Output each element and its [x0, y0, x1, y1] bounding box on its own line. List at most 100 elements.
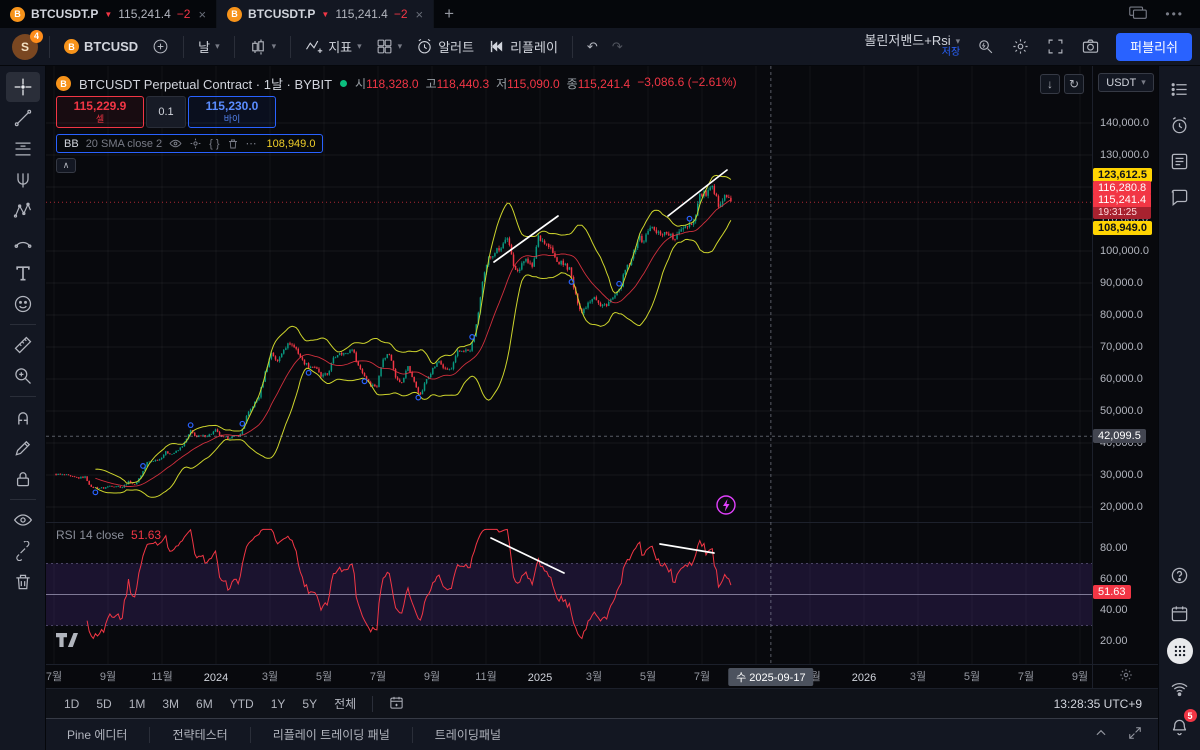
layout-menu-button[interactable]: 볼린저밴드+Rsi ▾ 저장 — [858, 34, 966, 58]
chart-legend[interactable]: B BTCUSDT Perpetual Contract · 1날 · BYBI… — [56, 74, 737, 93]
range-1d-button[interactable]: 1D — [64, 696, 80, 711]
replay-button[interactable]: 리플레이 — [481, 33, 565, 61]
publish-button[interactable]: 퍼블리쉬 — [1116, 32, 1192, 61]
range-3m-button[interactable]: 3M — [162, 696, 180, 711]
more-options-icon[interactable]: ⋯ — [245, 138, 257, 150]
buy-button[interactable]: 115,230.0 바이 — [188, 96, 276, 128]
toolbar-right: 볼린저밴드+Rsi ▾ 저장 퍼블리쉬 — [858, 32, 1192, 61]
undo-button[interactable]: ↶ — [586, 38, 598, 54]
tabbar-right-controls: ••• — [1129, 0, 1200, 28]
new-tab-button[interactable]: + — [444, 4, 455, 23]
chart-tab-2-active[interactable]: B BTCUSDT.P ▼ 115,241.4 −2 × — [217, 0, 435, 28]
multi-monitor-icon[interactable] — [1129, 5, 1148, 23]
pitchfork-tool-icon[interactable] — [6, 165, 40, 195]
range-5d-button[interactable]: 5D — [96, 696, 112, 711]
symbol-search-button[interactable]: B BTCUSD — [57, 33, 145, 61]
range-1m-button[interactable]: 1M — [128, 696, 146, 711]
rsi-indicator-legend[interactable]: RSI 14 close 51.63 — [56, 528, 162, 542]
alerts-clock-icon[interactable] — [1164, 110, 1196, 140]
range-6m-button[interactable]: 6M — [196, 696, 213, 711]
range-5y-button[interactable]: 5Y — [302, 696, 318, 711]
range-all-button[interactable]: 전체 — [334, 697, 357, 711]
xabcd-pattern-tool-icon[interactable] — [6, 196, 40, 226]
arc-brush-tool-icon[interactable] — [6, 227, 40, 257]
drawing-mode-pencil-icon[interactable] — [6, 433, 40, 463]
chart-style-button[interactable]: ▾ — [242, 33, 284, 61]
indicators-button[interactable]: 지표 ▾ — [298, 33, 368, 61]
snapshot-camera-icon[interactable] — [1075, 33, 1106, 61]
interval-button[interactable]: 날 ▾ — [191, 33, 227, 61]
tab-close-icon[interactable]: × — [415, 6, 424, 22]
layout-grid-button[interactable]: ▾ — [369, 33, 410, 61]
quantity-field[interactable]: 0.1 — [146, 96, 186, 128]
time-tick: 3월 — [585, 671, 603, 683]
indicator-settings-icon[interactable] — [189, 137, 202, 150]
goto-latest-bar-button[interactable]: ↓ — [1040, 74, 1060, 94]
remove-drawings-trash-icon[interactable] — [6, 567, 40, 597]
user-avatar[interactable]: S 4 — [12, 29, 43, 60]
axis-corner — [1092, 665, 1158, 688]
rsi-tick: 20.00 — [1100, 635, 1128, 647]
lock-drawings-icon[interactable] — [6, 464, 40, 494]
apps-grid-icon[interactable] — [1164, 636, 1196, 666]
legend-collapse-button[interactable]: ∧ — [56, 158, 76, 173]
chart-pane[interactable]: B BTCUSDT Perpetual Contract · 1날 · BYBI… — [46, 66, 1092, 664]
redo-button[interactable]: ↷ — [611, 38, 623, 54]
goto-date-icon[interactable] — [381, 692, 412, 716]
trend-line-tool-icon[interactable] — [6, 103, 40, 133]
clock-display[interactable]: 13:28:35 UTC+9 — [1053, 696, 1142, 711]
tab-pine-editor[interactable]: Pine 에디터 — [67, 728, 128, 742]
panel-maximize-icon[interactable] — [1128, 726, 1142, 743]
settings-gear-icon[interactable] — [1005, 33, 1036, 61]
delete-indicator-icon[interactable] — [227, 138, 239, 150]
fullscreen-icon[interactable] — [1040, 33, 1071, 61]
price-tick: 20,000.0 — [1100, 501, 1143, 513]
measure-ruler-tool-icon[interactable] — [6, 330, 40, 360]
tab-close-icon[interactable]: × — [198, 6, 207, 22]
tab-symbol: BTCUSDT.P — [248, 7, 316, 21]
bb-indicator-legend[interactable]: BB 20 SMA close 2 { } ⋯ 108,949.0 — [56, 134, 324, 153]
sell-button[interactable]: 115,229.9 셀 — [56, 96, 144, 128]
hide-drawings-eye-icon[interactable] — [6, 505, 40, 535]
emoji-tool-icon[interactable] — [6, 289, 40, 319]
tab-replay-trading-panel[interactable]: 리플레이 트레이딩 패널 — [272, 728, 390, 742]
notifications-bell-icon[interactable]: 5 — [1164, 709, 1197, 742]
price-scale-currency-button[interactable]: USDT ▾ — [1098, 73, 1154, 92]
object-tree-link-icon[interactable] — [6, 536, 40, 566]
range-1y-button[interactable]: 1Y — [270, 696, 286, 711]
watchlist-icon[interactable] — [1164, 74, 1196, 104]
time-axis-settings-icon[interactable] — [1119, 668, 1133, 685]
compare-add-symbol-button[interactable] — [145, 33, 176, 61]
reset-view-button[interactable]: ↻ — [1064, 74, 1084, 94]
crosshair-price-label: 42,099.5 — [1093, 429, 1146, 444]
help-icon[interactable] — [1164, 560, 1196, 590]
chart-tab-1[interactable]: B BTCUSDT.P ▼ 115,241.4 −2 × — [0, 0, 218, 28]
chat-icon[interactable] — [1164, 182, 1196, 212]
rsi-pane — [46, 528, 1092, 640]
crosshair-tool-icon[interactable] — [5, 72, 40, 102]
chart-canvas[interactable] — [46, 66, 1092, 664]
panel-expand-up-icon[interactable] — [1094, 726, 1108, 743]
quick-search-icon[interactable] — [970, 33, 1001, 61]
rsi-tick: 40.00 — [1100, 604, 1128, 616]
zoom-in-tool-icon[interactable] — [6, 361, 40, 391]
tab-strategy-tester[interactable]: 전략테스터 — [172, 728, 228, 742]
magnet-tool-icon[interactable] — [6, 402, 40, 432]
range-ytd-button[interactable]: YTD — [229, 696, 254, 711]
data-window-icon[interactable] — [1164, 146, 1196, 176]
fib-retracement-tool-icon[interactable] — [6, 134, 40, 164]
text-tool-icon[interactable] — [6, 258, 40, 288]
eye-icon[interactable] — [169, 137, 182, 150]
price-scale[interactable]: USDT ▾ 140,000.0130,000.0120,000.0110,00… — [1092, 66, 1158, 664]
overflow-menu-icon[interactable]: ••• — [1165, 7, 1184, 21]
time-scale[interactable]: 7월9월11월20243월5월7월9월11월20253월5월7월9월11월202… — [46, 665, 1092, 688]
layout-save-link[interactable]: 저장 — [941, 47, 961, 59]
economic-calendar-icon[interactable] — [1164, 598, 1196, 628]
source-code-icon[interactable]: { } — [209, 137, 220, 150]
broadcast-icon[interactable] — [1164, 674, 1196, 704]
chevron-down-icon: ▾ — [397, 41, 403, 51]
alert-button[interactable]: 알러트 — [409, 33, 481, 61]
price-down-icon: ▼ — [321, 9, 330, 19]
tab-trading-panel[interactable]: 트레이딩패널 — [434, 728, 502, 742]
